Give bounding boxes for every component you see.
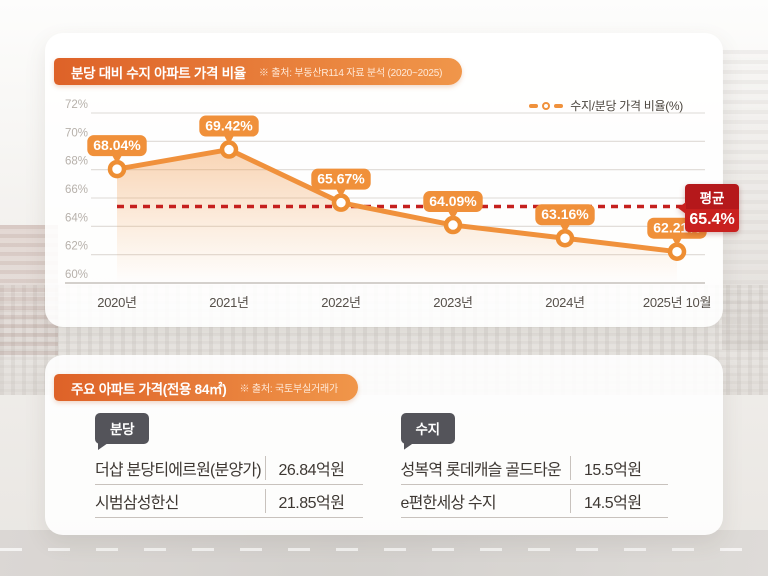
data-point-marker — [331, 193, 351, 212]
y-tick-label: 60% — [65, 269, 88, 281]
background-road — [0, 530, 768, 576]
data-point-marker — [443, 215, 463, 235]
suji-table: 수지 성복역 롯데캐슬 골드타운 15.5억원 e편한세상 수지 14.5억원 — [400, 413, 668, 518]
table-row: 시범삼성한신 21.85억원 — [95, 485, 363, 518]
svg-text:63.16%: 63.16% — [541, 206, 589, 222]
data-point-label-bubble: 63.16% — [535, 204, 595, 234]
svg-text:69.42%: 69.42% — [205, 118, 253, 134]
ratio-card-title: 분당 대비 수지 아파트 가격 비율 — [71, 65, 246, 81]
data-point-label-bubble: 65.67% — [311, 168, 371, 198]
y-tick-label: 64% — [65, 212, 88, 224]
apartment-name: 시범삼성한신 — [95, 495, 179, 512]
data-point-label-bubble: 64.09% — [423, 191, 483, 221]
table-row: 성복역 롯데캐슬 골드타운 15.5억원 — [400, 452, 668, 485]
table-row: e편한세상 수지 14.5억원 — [400, 485, 668, 518]
bundang-tag: 분당 — [95, 413, 150, 444]
svg-text:64.09%: 64.09% — [429, 193, 477, 209]
legend-label: 수지/분당 가격 비율(%) — [570, 99, 683, 113]
x-tick-label: 2022년 — [321, 295, 360, 310]
y-tick-label: 62% — [65, 241, 88, 253]
chart-svg: 72% 70% 68% 66% 64% 62% 60% 2020년 2021년 2022년 2023… — [65, 99, 711, 310]
x-tick-label: 2025년 10월 — [643, 295, 711, 310]
x-tick-label: 2024년 — [545, 295, 584, 310]
suji-tag: 수지 — [400, 413, 455, 444]
legend-line-segment-icon — [529, 103, 539, 108]
apartment-name: 더샵 분당티에르원(분양가) — [95, 462, 262, 479]
average-badge-label: 평균 — [685, 183, 739, 209]
price-card-source: ※ 출처: 국토부실거래가 — [239, 384, 338, 395]
average-badge-arrow-icon — [678, 201, 686, 214]
average-badge: 평균 65.4% — [678, 183, 739, 232]
data-point-marker — [555, 228, 575, 248]
chart-legend: 수지/분당 가격 비율(%) — [529, 97, 683, 114]
y-tick-label: 70% — [65, 127, 88, 139]
legend-marker-icon — [542, 101, 551, 110]
average-badge-value: 65.4% — [685, 208, 739, 232]
apartment-name: 성복역 롯데캐슬 골드타운 — [400, 462, 562, 479]
data-point-marker — [107, 159, 127, 179]
bundang-table: 분당 더샵 분당티에르원(분양가) 26.84억원 시범삼성한신 21.85억원 — [95, 413, 363, 518]
data-point-label-bubble: 68.04% — [87, 135, 147, 165]
y-tick-label: 68% — [65, 156, 88, 168]
x-tick-label: 2023년 — [433, 295, 472, 310]
apartment-price: 21.85억원 — [264, 489, 363, 513]
x-tick-label: 2021년 — [209, 295, 248, 310]
table-row: 더샵 분당티에르원(분양가) 26.84억원 — [95, 452, 363, 485]
price-ratio-chart: 72% 70% 68% 66% 64% 62% 60% 2020년 2021년 2022년 2023… — [65, 95, 725, 330]
svg-text:68.04%: 68.04% — [93, 137, 141, 153]
data-point-marker — [667, 242, 687, 261]
apartment-name: e편한세상 수지 — [400, 495, 497, 512]
price-card-title: 주요 아파트 가격(전용 84㎡) — [71, 381, 227, 397]
apartment-price: 14.5억원 — [570, 489, 668, 513]
apartment-price: 26.84억원 — [264, 456, 363, 480]
price-card-header: 주요 아파트 가격(전용 84㎡) ※ 출처: 국토부실거래가 — [54, 374, 358, 401]
y-tick-label: 72% — [65, 99, 88, 111]
svg-text:65.67%: 65.67% — [317, 171, 365, 187]
ratio-card-source: ※ 출처: 부동산R114 자료 분석 (2020~2025) — [258, 68, 443, 79]
ratio-card-header: 분당 대비 수지 아파트 가격 비율 ※ 출처: 부동산R114 자료 분석 (… — [54, 58, 463, 85]
legend-line-segment-icon — [554, 103, 564, 108]
y-tick-label: 66% — [65, 184, 88, 196]
price-table-card: 주요 아파트 가격(전용 84㎡) ※ 출처: 국토부실거래가 분당 더샵 분당… — [45, 355, 723, 535]
apartment-price: 15.5억원 — [570, 456, 668, 480]
price-tables: 분당 더샵 분당티에르원(분양가) 26.84억원 시범삼성한신 21.85억원… — [95, 413, 668, 518]
price-ratio-line — [114, 147, 680, 255]
data-point-label-bubble: 69.42% — [199, 115, 259, 145]
x-tick-label: 2020년 — [97, 295, 136, 310]
ratio-chart-card: 분당 대비 수지 아파트 가격 비율 ※ 출처: 부동산R114 자료 분석 (… — [45, 33, 739, 330]
data-point-marker — [219, 140, 239, 159]
